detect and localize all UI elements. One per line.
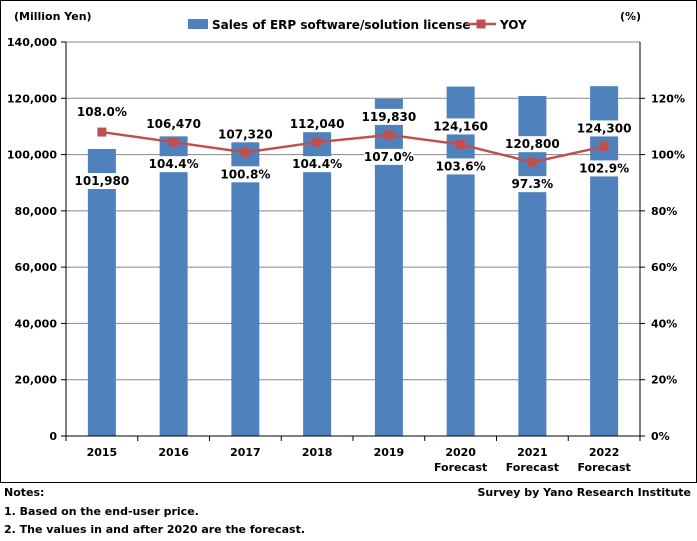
bar <box>518 96 547 436</box>
left-tick-label: 100,000 <box>7 149 57 162</box>
x-tick-label: 2017 <box>230 446 261 459</box>
yoy-marker <box>384 130 394 140</box>
left-tick-label: 0 <box>49 430 57 443</box>
yoy-value-label-bg <box>436 158 486 175</box>
yoy-value-label: 104.4% <box>292 157 342 171</box>
bar-value-label-bg <box>575 120 633 137</box>
yoy-marker <box>312 137 322 147</box>
yoy-value-label-bg <box>292 156 342 173</box>
bar-value-label: 124,160 <box>433 119 488 133</box>
yoy-line <box>101 130 605 164</box>
legend-line-marker <box>476 19 486 29</box>
yoy-marker <box>240 147 250 157</box>
yoy-marker <box>169 137 179 147</box>
right-axis-title: (%) <box>620 10 641 23</box>
yoy-marker <box>456 139 466 149</box>
bar <box>446 86 475 437</box>
yoy-value-label-bg <box>579 160 629 177</box>
bar-value-label-bg <box>360 108 418 125</box>
bar-value-label: 124,300 <box>577 121 632 135</box>
x-tick-label: 2015 <box>87 446 118 459</box>
bar-value-label-bg <box>288 116 346 133</box>
right-tick-label: 120% <box>651 92 685 105</box>
bar <box>231 133 260 436</box>
legend-bar-swatch <box>188 19 208 29</box>
x-tick-label: 2021 Forecast <box>506 446 559 474</box>
right-tick-label: 100% <box>651 149 685 162</box>
bar-value-label: 106,470 <box>146 117 201 131</box>
yoy-value-label: 107.0% <box>364 150 414 164</box>
bar-value-label-bg <box>73 173 131 189</box>
left-tick-label: 140,000 <box>7 36 57 49</box>
right-tick-label: 20% <box>651 374 677 387</box>
left-tick-label: 120,000 <box>7 92 57 105</box>
right-tick-label: 60% <box>651 261 677 274</box>
x-tick-label: 2022 Forecast <box>577 446 630 474</box>
x-tick-label: 2020 Forecast <box>434 446 487 474</box>
bar <box>159 136 188 436</box>
yoy-value-label-bg <box>220 166 270 183</box>
bar <box>303 120 332 436</box>
left-tick-label: 20,000 <box>15 374 58 387</box>
bar-value-label-bg <box>432 118 489 135</box>
right-tick-label: 80% <box>651 205 677 218</box>
right-tick-label: 0% <box>651 430 670 443</box>
left-tick-label: 80,000 <box>15 205 58 218</box>
left-tick-label: 40,000 <box>15 317 58 330</box>
bar-value-label-bg <box>504 136 561 153</box>
source-credit: Survey by Yano Research Institute <box>477 486 691 499</box>
bar <box>590 86 619 436</box>
bar-value-label: 101,980 <box>75 174 130 188</box>
x-tick-label: 2019 <box>374 446 405 459</box>
bar <box>87 148 116 436</box>
yoy-marker <box>527 157 537 167</box>
yoy-value-label-bg <box>77 104 127 121</box>
yoy-value-label: 108.0% <box>77 105 127 119</box>
bar-value-label-bg <box>217 126 274 143</box>
yoy-value-label-bg <box>511 176 554 193</box>
left-axis-title: (Million Yen) <box>14 10 92 23</box>
yoy-value-label: 97.3% <box>512 177 554 191</box>
yoy-value-label: 103.6% <box>436 159 486 173</box>
x-tick-label: 2016 <box>158 446 189 459</box>
note-item: 2. The values in and after 2020 are the … <box>4 523 306 536</box>
bar-value-label: 120,800 <box>505 137 560 151</box>
yoy-marker <box>97 127 107 137</box>
notes-title: Notes: <box>4 486 45 499</box>
bar-value-label-bg <box>145 116 202 133</box>
bar-value-label: 119,830 <box>362 110 417 124</box>
x-tick-label: 2018 <box>302 446 333 459</box>
left-tick-label: 60,000 <box>15 261 58 274</box>
bar-value-label: 107,320 <box>218 127 273 141</box>
yoy-value-label: 102.9% <box>579 161 629 175</box>
legend-line-label: YOY <box>499 18 527 32</box>
yoy-value-label-bg <box>364 148 414 165</box>
yoy-value-label: 104.4% <box>149 157 199 171</box>
bar-value-label: 112,040 <box>290 117 345 131</box>
note-item: 1. Based on the end-user price. <box>4 505 199 518</box>
right-tick-label: 40% <box>651 317 677 330</box>
yoy-value-label-bg <box>149 156 199 173</box>
legend-bar-label: Sales of ERP software/solution license <box>212 18 471 32</box>
yoy-value-label: 100.8% <box>220 167 270 181</box>
yoy-marker <box>599 141 609 151</box>
